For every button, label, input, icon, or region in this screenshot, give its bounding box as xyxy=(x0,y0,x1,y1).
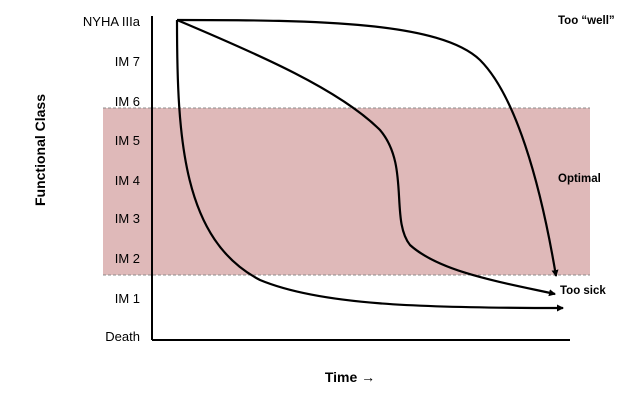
y-level-im2: IM 2 xyxy=(115,251,140,266)
y-level-im3: IM 3 xyxy=(115,211,140,226)
y-level-im7: IM 7 xyxy=(115,54,140,69)
y-level-im1: IM 1 xyxy=(115,291,140,306)
label-optimal: Optimal xyxy=(558,173,601,185)
curve-late-decline xyxy=(176,18,559,277)
x-axis-title: Time → xyxy=(325,369,375,385)
y-level-im4: IM 4 xyxy=(115,173,140,188)
curve-rapid-decline xyxy=(175,19,564,312)
label-too-sick: Too sick xyxy=(560,285,606,297)
y-level-im5: IM 5 xyxy=(115,133,140,148)
optimal-zone-band xyxy=(103,108,590,275)
y-level-death: Death xyxy=(105,329,140,344)
y-level-nyha-iiia: NYHA IIIa xyxy=(83,14,141,29)
label-too-well: Too “well” xyxy=(558,15,615,27)
curve-s-decline xyxy=(176,18,556,297)
y-level-im6: IM 6 xyxy=(115,94,140,109)
y-axis-title: Functional Class xyxy=(32,94,48,206)
